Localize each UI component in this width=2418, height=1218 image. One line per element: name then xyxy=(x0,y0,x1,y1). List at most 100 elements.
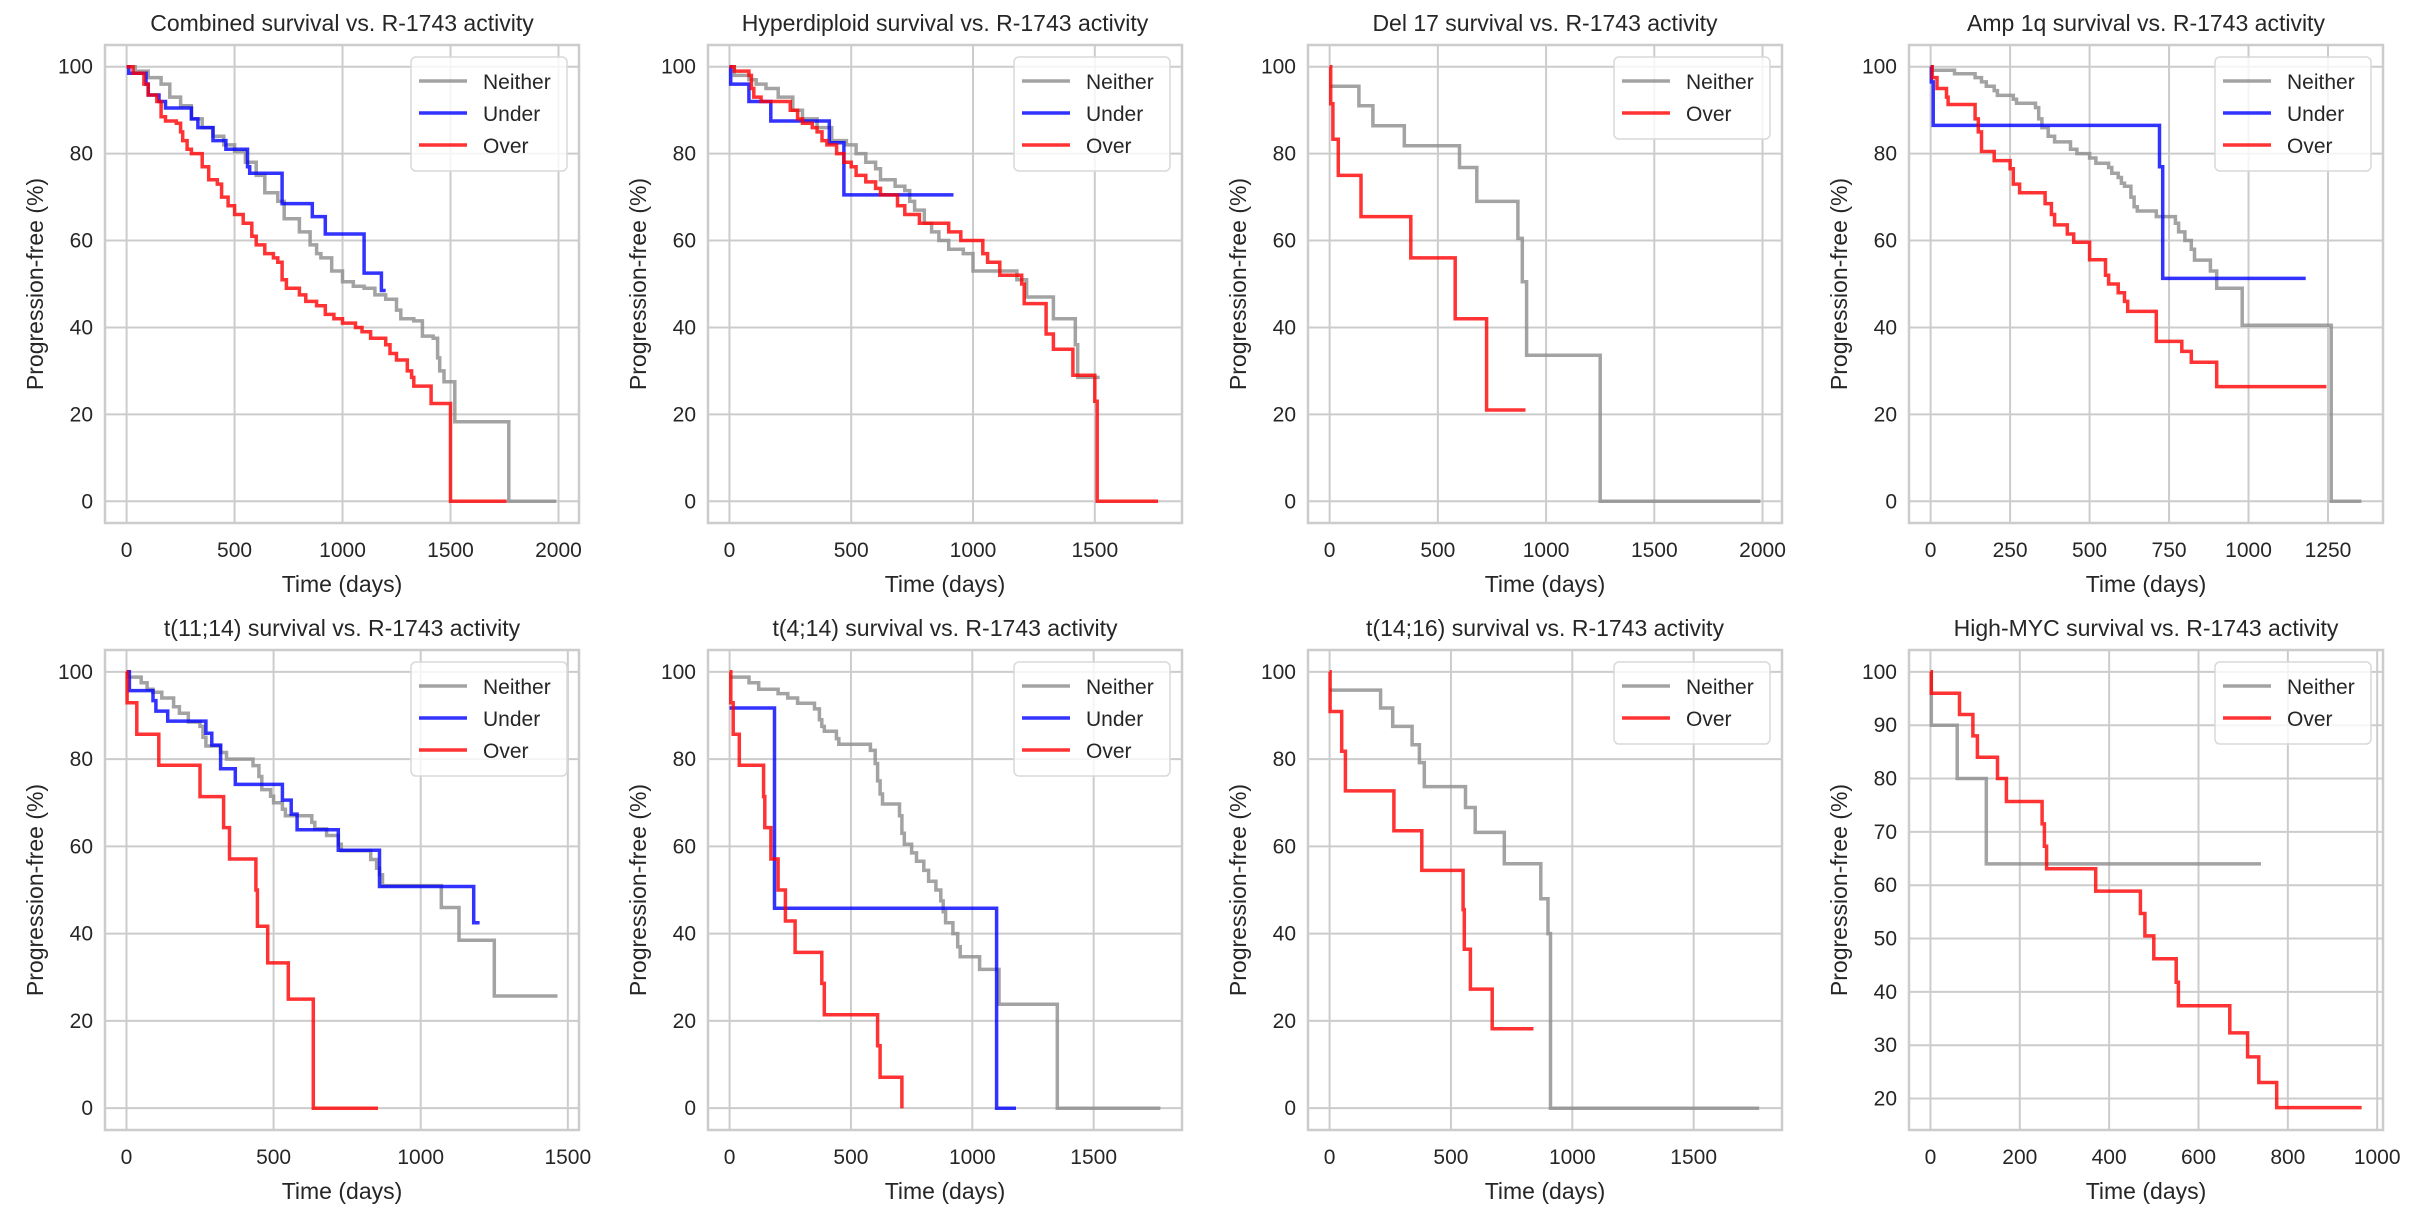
y-tick-label: 100 xyxy=(58,661,93,684)
y-tick-label: 0 xyxy=(81,1097,93,1120)
x-tick-label: 2000 xyxy=(1739,539,1786,562)
y-tick-label: 90 xyxy=(1874,714,1897,737)
legend-box xyxy=(1013,56,1171,172)
x-axis-label: Time (days) xyxy=(885,571,1006,597)
subplot-title: Del 17 survival vs. R-1743 activity xyxy=(1372,10,1718,36)
x-tick-label: 0 xyxy=(121,1146,133,1169)
y-tick-label: 20 xyxy=(70,1010,93,1033)
y-tick-label: 40 xyxy=(1273,316,1296,339)
legend-label-neither: Neither xyxy=(483,676,551,699)
x-axis-label: Time (days) xyxy=(282,571,403,597)
legend: Neither Under Over xyxy=(410,56,568,172)
x-axis-label: Time (days) xyxy=(885,1178,1006,1204)
x-tick-label: 800 xyxy=(2270,1146,2305,1169)
legend: Neither Under Over xyxy=(2214,56,2372,172)
y-axis-label: Progression-free (%) xyxy=(22,784,48,996)
legend-label-under: Under xyxy=(2287,103,2344,126)
legend-box xyxy=(2214,56,2372,172)
x-tick-label: 1500 xyxy=(1631,539,1678,562)
gridlines xyxy=(1308,650,1782,1130)
legend-box xyxy=(410,56,568,172)
series-line-over xyxy=(125,670,378,1110)
legend-label-under: Under xyxy=(1086,103,1143,126)
legend-label-over: Over xyxy=(483,740,529,763)
subplot-5: 0 500 1000 1500 0 20 40 60 80 100 t(11;14) surviva… xyxy=(22,615,591,1204)
y-tick-label: 0 xyxy=(81,490,93,513)
y-tick-label: 80 xyxy=(673,748,696,771)
x-axis-label: Time (days) xyxy=(1485,571,1606,597)
y-tick-label: 100 xyxy=(1862,661,1897,684)
series-line-under xyxy=(126,670,480,925)
y-tick-label: 20 xyxy=(1874,1088,1897,1111)
x-tick-label: 250 xyxy=(1993,539,2028,562)
y-tick-label: 80 xyxy=(673,143,696,166)
series-line-neither xyxy=(1329,688,1760,1110)
series-line-neither xyxy=(729,64,1100,380)
y-tick-label: 20 xyxy=(70,403,93,426)
legend-label-neither: Neither xyxy=(2287,676,2355,699)
y-tick-label: 80 xyxy=(1874,143,1897,166)
x-tick-label: 1500 xyxy=(1670,1146,1717,1169)
y-tick-label: 40 xyxy=(70,316,93,339)
y-tick-label: 80 xyxy=(1273,143,1296,166)
legend-label-neither: Neither xyxy=(1086,71,1154,94)
y-tick-label: 40 xyxy=(1874,981,1897,1004)
y-tick-label: 0 xyxy=(1284,490,1296,513)
subplot-6: 0 500 1000 1500 0 20 40 60 80 100 t(4;14) survival… xyxy=(625,615,1184,1204)
x-tick-label: 1500 xyxy=(1070,1146,1117,1169)
series-line-neither xyxy=(1329,84,1761,504)
x-tick-label: 1000 xyxy=(2354,1146,2401,1169)
y-tick-label: 80 xyxy=(70,143,93,166)
y-axis-label: Progression-free (%) xyxy=(22,178,48,390)
y-tick-label: 20 xyxy=(1874,403,1897,426)
series-line-neither xyxy=(1930,64,2362,504)
legend-label-under: Under xyxy=(483,103,540,126)
x-axis-label: Time (days) xyxy=(2086,571,2207,597)
y-axis-label: Progression-free (%) xyxy=(1826,784,1852,996)
axes-frame xyxy=(1907,648,2385,1132)
legend-label-neither: Neither xyxy=(483,71,551,94)
x-tick-label: 500 xyxy=(1420,539,1455,562)
y-tick-label: 60 xyxy=(1874,874,1897,897)
x-tick-label: 600 xyxy=(2181,1146,2216,1169)
axes-frame xyxy=(1907,43,2385,525)
x-tick-label: 500 xyxy=(2072,539,2107,562)
legend-label-neither: Neither xyxy=(1686,676,1754,699)
legend-label-under: Under xyxy=(483,708,540,731)
y-tick-label: 40 xyxy=(673,316,696,339)
y-tick-label: 40 xyxy=(673,923,696,946)
y-axis-label: Progression-free (%) xyxy=(625,784,651,996)
x-tick-label: 2000 xyxy=(535,539,582,562)
y-tick-label: 20 xyxy=(673,403,696,426)
x-tick-label: 1000 xyxy=(2225,539,2272,562)
y-tick-label: 50 xyxy=(1874,928,1897,951)
y-tick-label: 80 xyxy=(1273,748,1296,771)
subplot-title: Amp 1q survival vs. R-1743 activity xyxy=(1967,10,2325,36)
legend-box xyxy=(410,661,568,777)
y-tick-label: 100 xyxy=(661,661,696,684)
y-tick-label: 100 xyxy=(1862,56,1897,79)
y-tick-label: 100 xyxy=(661,56,696,79)
legend-label-under: Under xyxy=(1086,708,1143,731)
x-axis-label: Time (days) xyxy=(282,1178,403,1204)
legend-label-over: Over xyxy=(483,135,529,158)
legend-box xyxy=(1613,661,1771,745)
y-tick-label: 60 xyxy=(1273,835,1296,858)
x-tick-label: 1500 xyxy=(544,1146,591,1169)
legend: Neither Over xyxy=(2214,661,2372,745)
y-tick-label: 100 xyxy=(58,56,93,79)
subplot-1: 0 500 1000 1500 2000 0 20 40 60 80 100 Combined sur… xyxy=(22,10,582,597)
subplot-3: 0 500 1000 1500 2000 0 20 40 60 80 100 Del 17 survi… xyxy=(1225,10,1786,597)
x-tick-label: 200 xyxy=(2002,1146,2037,1169)
axes-frame xyxy=(706,43,1184,525)
y-tick-label: 70 xyxy=(1874,821,1897,844)
legend-label-over: Over xyxy=(2287,135,2333,158)
subplot-4: 0 250 500 750 1000 1250 0 20 40 60 80 100 Amp 1q sur… xyxy=(1826,10,2385,597)
series-line-over xyxy=(1328,670,1534,1031)
y-tick-label: 20 xyxy=(1273,1010,1296,1033)
y-tick-label: 60 xyxy=(70,835,93,858)
legend-label-neither: Neither xyxy=(1686,71,1754,94)
x-tick-label: 1000 xyxy=(319,539,366,562)
y-tick-label: 0 xyxy=(1885,490,1897,513)
y-tick-label: 60 xyxy=(1874,230,1897,253)
